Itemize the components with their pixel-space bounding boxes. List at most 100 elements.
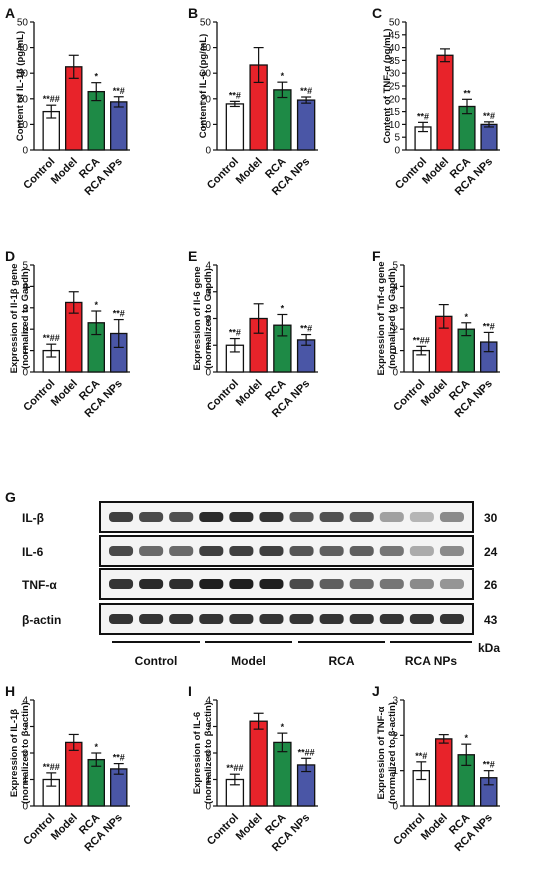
- blot-band: [379, 614, 404, 624]
- bar-model: [434, 738, 453, 807]
- blot-band: [349, 546, 374, 556]
- y-axis-label: Expression of Il-1β gene: [9, 264, 20, 374]
- y-axis-label: Content of IL-6 (pg/mL): [198, 34, 209, 138]
- bar-rca-nps: [296, 99, 316, 151]
- y-tick-label: 0: [205, 368, 211, 379]
- blot-group-label: RCA NPs: [405, 654, 458, 668]
- bar-model: [65, 741, 83, 807]
- y-axis-label: Expression of TNF-α: [376, 706, 387, 799]
- blot-band: [289, 579, 314, 589]
- y-tick-label: 25: [389, 82, 401, 93]
- y-axis-label: Expression of Tnf-α gene: [376, 261, 387, 375]
- bar-model: [249, 720, 268, 807]
- y-axis-label: (normalized to β-actin): [20, 702, 31, 804]
- blot-band: [409, 579, 434, 589]
- blot-row-label: TNF-α: [22, 578, 57, 592]
- y-tick-label: 0: [394, 146, 400, 157]
- significance-label: *: [281, 303, 285, 313]
- y-tick-label: 0: [22, 802, 28, 813]
- panel-label: A: [5, 5, 15, 21]
- significance-label: *: [94, 72, 98, 82]
- y-tick-label: 5: [394, 133, 400, 144]
- y-tick-label: 40: [17, 43, 29, 54]
- kda-value: 26: [484, 578, 498, 592]
- y-tick-label: 0: [205, 802, 211, 813]
- bar-rca-nps: [110, 101, 128, 151]
- y-tick-label: 2: [392, 731, 398, 742]
- y-tick-label: 1: [22, 346, 28, 357]
- blot-band: [409, 614, 434, 624]
- y-axis-label: (normalized to β-actin): [387, 702, 398, 804]
- y-tick-label: 30: [200, 69, 212, 80]
- blot-band: [109, 512, 134, 522]
- y-tick-label: 20: [17, 94, 29, 105]
- significance-label: **#: [483, 321, 495, 331]
- blot-band: [169, 512, 194, 522]
- blot-band: [349, 614, 374, 624]
- y-tick-label: 4: [205, 696, 211, 707]
- y-tick-label: 3: [22, 722, 28, 733]
- blot-band: [379, 512, 404, 522]
- bar-rca: [273, 89, 292, 151]
- western-blot-panel: G IL-β 30 IL-6 24 TNF-α 26 β-actin 43 Control Mode…: [5, 489, 500, 668]
- significance-label: **#: [483, 111, 495, 121]
- significance-label: **##: [43, 762, 60, 772]
- y-tick-label: 5: [22, 261, 28, 272]
- blot-band: [349, 512, 374, 522]
- blot-band: [259, 512, 284, 522]
- y-tick-label: 4: [205, 261, 211, 272]
- panel-label: J: [372, 683, 380, 699]
- bar-model: [436, 54, 454, 151]
- y-tick-label: 1: [392, 766, 398, 777]
- significance-label: **##: [43, 94, 60, 104]
- kda-unit-label: kDa: [478, 641, 500, 655]
- y-tick-label: 3: [205, 722, 211, 733]
- y-tick-label: 2: [205, 314, 211, 325]
- blot-band: [229, 579, 254, 589]
- y-tick-label: 0: [392, 368, 398, 379]
- blot-band: [229, 614, 254, 624]
- significance-label: **: [463, 88, 471, 98]
- blot-band: [439, 579, 464, 589]
- blot-band: [319, 579, 344, 589]
- y-tick-label: 20: [389, 94, 401, 105]
- blot-band: [439, 512, 464, 522]
- blot-row-label: IL-6: [22, 545, 44, 559]
- y-axis-label: Expression of IL-1β: [9, 709, 20, 797]
- blot-band: [259, 579, 284, 589]
- x-tick-label: Model: [419, 378, 450, 409]
- blot-band: [319, 546, 344, 556]
- blot-band: [199, 546, 224, 556]
- y-tick-label: 3: [22, 303, 28, 314]
- y-tick-label: 3: [205, 287, 211, 298]
- y-tick-label: 10: [17, 120, 29, 131]
- blot-band: [109, 546, 134, 556]
- x-tick-label: Model: [49, 812, 80, 843]
- panel-label: I: [188, 683, 192, 699]
- y-axis-label: (normalized to Gapdh): [20, 268, 31, 369]
- blot-row-label: β-actin: [22, 613, 61, 627]
- blot-band: [439, 614, 464, 624]
- bar-model: [65, 66, 83, 151]
- chart-panel-F: F 0 1 2 3 4 5 Expression of Tnf-α gene (normaliz…: [372, 248, 500, 420]
- blot-band: [169, 614, 194, 624]
- y-tick-label: 4: [392, 282, 398, 293]
- y-tick-label: 10: [200, 120, 212, 131]
- panel-label: B: [188, 5, 198, 21]
- y-axis-label: Content of IL-1β (pg/mL): [15, 31, 26, 141]
- x-tick-label: Control: [205, 378, 241, 414]
- y-axis-label: (normalized to Gapdh): [203, 268, 214, 369]
- significance-label: *: [281, 722, 285, 732]
- y-tick-label: 4: [22, 282, 28, 293]
- y-tick-label: 0: [392, 802, 398, 813]
- y-axis-label: Expression of IL-6: [192, 712, 203, 794]
- panel-label: D: [5, 248, 15, 264]
- x-tick-label: Model: [49, 378, 80, 409]
- significance-label: **#: [483, 760, 495, 770]
- significance-label: *: [94, 300, 98, 310]
- blot-band: [109, 614, 134, 624]
- significance-label: **##: [226, 763, 243, 773]
- blot-band: [139, 579, 164, 589]
- chart-panel-J: J 0 1 2 3 Expression of TNF-α (normalized to β…: [372, 683, 500, 854]
- y-tick-label: 50: [200, 18, 212, 29]
